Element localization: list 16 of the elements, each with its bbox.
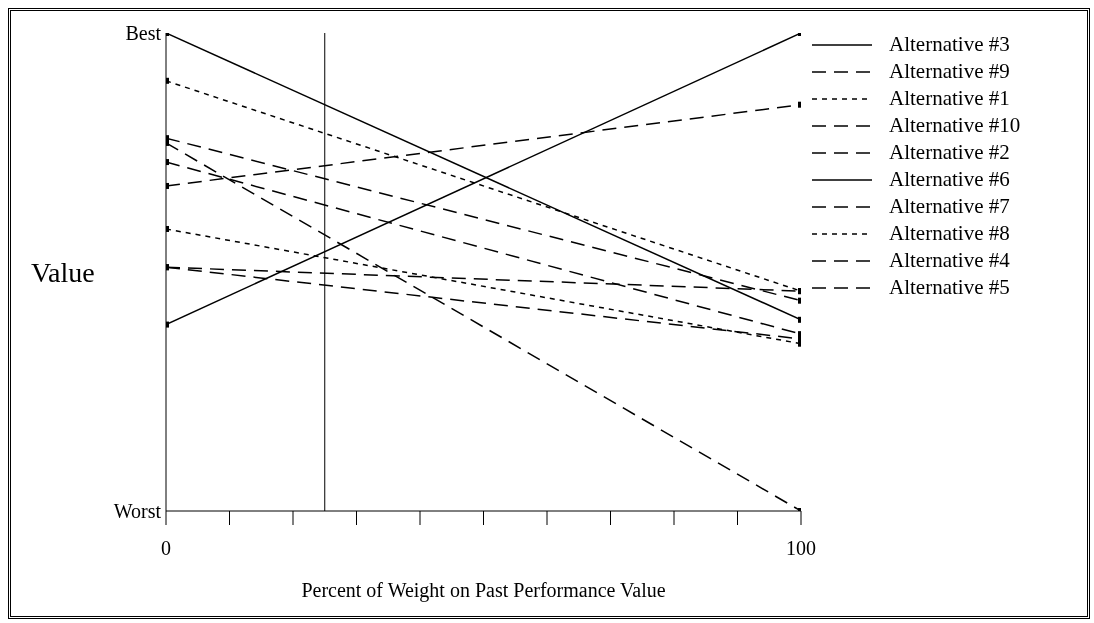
x-axis-title: Percent of Weight on Past Performance Value <box>301 579 666 602</box>
legend-label: Alternative #4 <box>889 248 1010 273</box>
text: Worst <box>112 499 161 523</box>
legend-label: Alternative #9 <box>889 59 1010 84</box>
x-tick-label: 0 <box>161 537 171 560</box>
legend-label: Alternative #8 <box>889 221 1010 246</box>
legend-label: Alternative #1 <box>889 86 1010 111</box>
text: Best <box>124 21 161 45</box>
x-tick-label: 100 <box>786 537 816 560</box>
legend-label: Alternative #2 <box>889 140 1010 165</box>
legend-label: Alternative #10 <box>889 113 1021 138</box>
y-axis-title: Value <box>31 256 95 288</box>
legend-label: Alternative #7 <box>889 194 1010 219</box>
legend-label: Alternative #3 <box>889 32 1010 57</box>
legend-label: Alternative #5 <box>889 275 1010 300</box>
legend-label: Alternative #6 <box>889 167 1010 192</box>
